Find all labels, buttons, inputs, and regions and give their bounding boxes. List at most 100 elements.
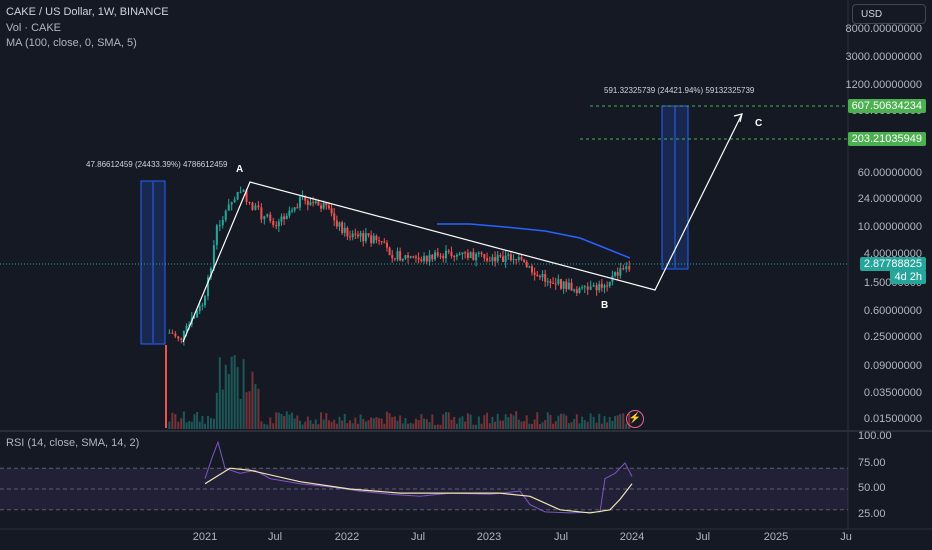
volume-bar [251,371,254,429]
volume-bar [530,423,533,429]
volume-bar [600,423,603,429]
candle-body [375,235,378,241]
candle-body [565,281,568,290]
volume-bar [206,415,209,429]
volume-bar [215,392,218,429]
price-tick: 0.01500000 [863,413,922,425]
candle-body [528,266,531,268]
candle-body [385,242,388,248]
volume-bar [320,412,323,429]
candle-body [507,254,510,256]
volume-bar [335,423,338,429]
volume-bar [404,418,407,429]
candle-body [341,222,344,233]
volume-bar [417,419,420,429]
time-tick: 2024 [619,531,645,543]
rsi-line [204,440,633,514]
volume-bar [375,417,378,429]
volume-bar [296,415,299,429]
price-tick: 24.00000000 [857,193,922,205]
volume-bar [399,415,402,429]
candle-body [455,255,458,257]
candle-body [616,272,619,276]
volume-bar [388,413,391,429]
volume-bar [401,423,404,429]
price-tick: 8000.00000000 [845,23,922,35]
volume-bar [209,418,212,429]
volume-bar [230,356,233,429]
candle-body [417,257,420,260]
volume-bar [325,413,328,429]
candle-body [592,285,595,287]
alert-bolt-icon[interactable]: ⚡ [626,410,644,428]
volume-bar [504,414,507,429]
time-tick: 2025 [763,531,789,543]
volume-bar [188,421,191,429]
volume-bar [269,417,272,429]
price-tick: 3000.00000000 [845,51,922,63]
volume-bar [280,413,283,429]
volume-bar [245,392,248,429]
volume-bar [525,415,528,429]
candle-body [354,233,357,235]
time-tick: 2022 [334,531,360,543]
volume-bar [619,413,622,429]
volume-bar [570,422,573,429]
candle-body [174,333,177,337]
volume-bar [603,416,606,429]
volume-bar [367,420,370,429]
candle-body [330,208,333,214]
volume-bar [364,421,367,429]
volume-bar [168,421,171,429]
volume-bar [549,414,552,429]
candle-body [619,268,622,276]
volume-bar [544,420,547,429]
currency-button[interactable]: USD [852,4,926,24]
volume-bar [499,420,502,429]
candle-body [525,261,528,268]
volume-bar [589,413,592,429]
volume-bar [447,412,450,429]
candle-body [298,196,301,208]
candle-body [296,207,299,209]
candle-body [530,266,533,273]
time-tick: Jul [410,531,426,543]
target-high-badge: 607.50634234 [847,99,926,113]
candle-body [193,317,196,319]
volume-bar [391,417,394,429]
time-tick: Ju [840,531,852,543]
candle-body [442,255,445,259]
candle-body [372,235,375,244]
candle-body [204,296,206,306]
candle-body [480,252,483,255]
candle-body [450,251,453,257]
wave-label-b: B [601,300,609,311]
volume-bar [486,412,489,429]
candle-body [562,281,565,289]
candle-body [517,257,520,260]
volume-bar [254,384,257,429]
candle-body [575,289,578,294]
candle-body [263,216,266,220]
candle-body [560,279,562,289]
volume-bar [450,419,453,429]
volume-bar [266,424,269,429]
volume-bar [420,414,423,429]
candle-body [285,215,288,220]
volume-bar [436,424,439,429]
candle-body [168,332,171,334]
volume-bar [414,418,417,429]
volume-bar [616,415,619,429]
volume-bar [575,414,578,429]
volume-bar [218,357,221,429]
volume-bar [260,421,263,429]
volume-bar [533,419,536,429]
volume-bar [477,416,480,429]
volume-bar [349,420,352,429]
volume-bar [288,414,291,429]
volume-bar [242,359,245,429]
volume-bar [552,423,555,429]
candle-body [494,257,497,262]
volume-bar [466,413,469,429]
